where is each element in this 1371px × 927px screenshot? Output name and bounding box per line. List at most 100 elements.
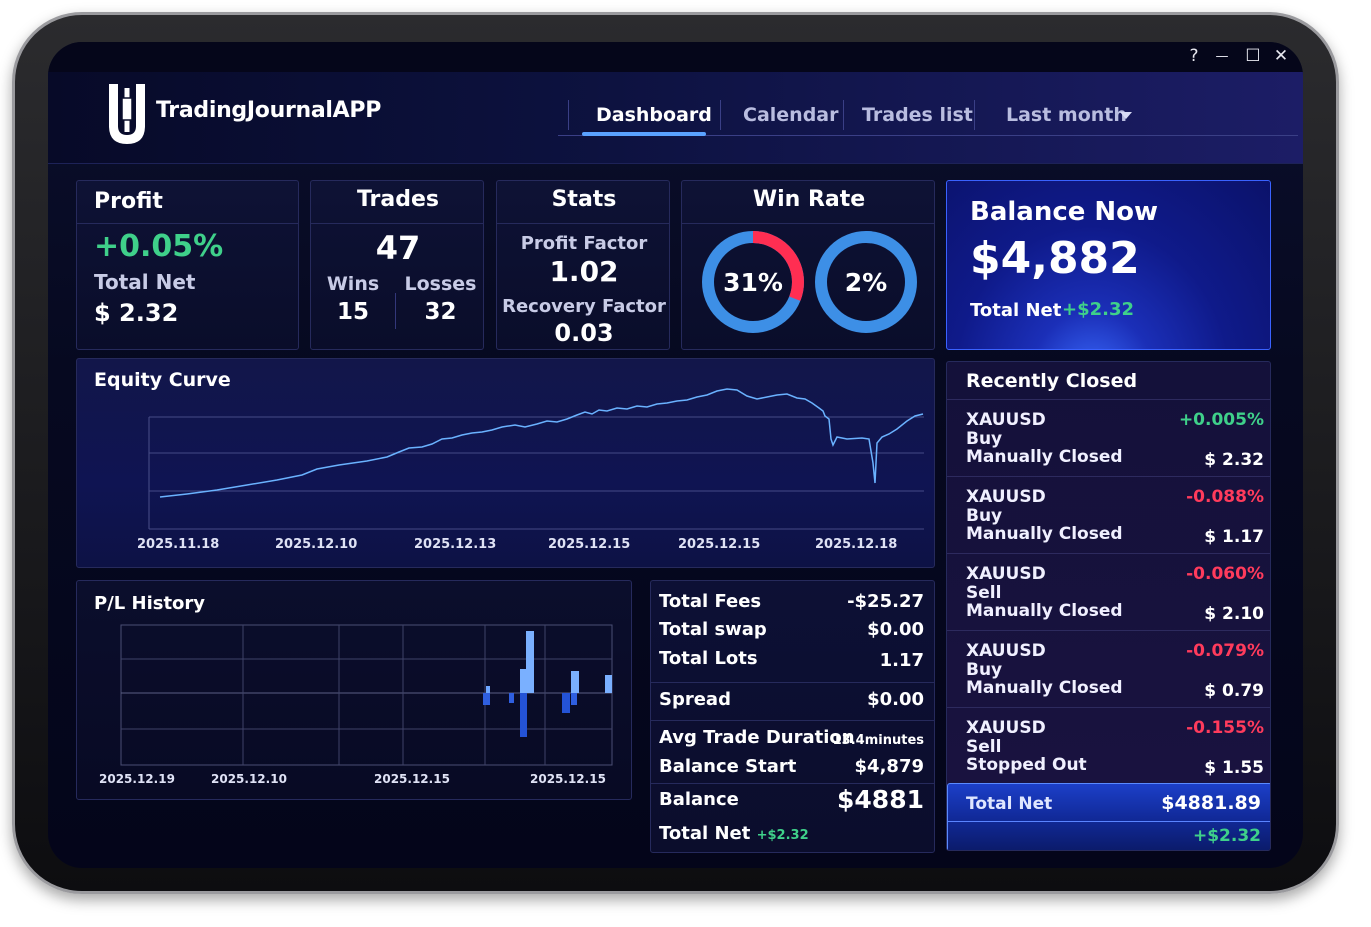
equity-x-label: 2025.12.15 [678,537,761,552]
list-item[interactable]: XAUUSD Buy Manually Closed -0.079% $ 0.7… [947,630,1270,707]
summary-divider [651,720,934,721]
losses-label: Losses [404,273,477,295]
equity-x-label: 2025.11.18 [137,537,220,552]
trade-symbol: XAUUSD [966,410,1046,430]
nav-separator [974,100,975,130]
pl-bar [571,671,579,693]
secondary-rate-donut-label: 2% [845,268,887,297]
total-swap-label: Total swap [659,619,767,640]
main-nav: Dashboard Calendar Trades list Last mont… [558,92,1298,136]
balance-start-value: $4,879 [854,756,924,777]
app-window: ? — ☐ ✕ TradingJournalAPP Dashboard Cale… [48,42,1303,868]
balance-now-value: $4,882 [970,233,1140,284]
win-rate-card: Win Rate 31% 2% [681,180,935,350]
trade-amount: $ 1.17 [1204,527,1264,547]
win-rate-donuts: 31% 2% [702,231,917,333]
trade-percent: +0.005% [1178,410,1264,430]
total-swap-value: $0.00 [867,619,924,640]
total-net-label: Total Net [94,270,196,294]
summary-divider [651,783,934,784]
equity-curve-title: Equity Curve [94,369,231,391]
card-divider [77,223,298,224]
maximize-icon[interactable]: ☐ [1245,46,1261,66]
avg-duration-label: Avg Trade Duration [659,727,855,748]
active-tab-indicator [582,132,706,136]
pl-plot-frame [120,624,613,766]
wins-label: Wins [326,273,380,295]
total-net-bar-value: $4881.89 [1161,792,1261,814]
stats-card: Stats Profit Factor 1.02 Recovery Factor… [496,180,670,350]
nav-separator [843,100,844,130]
win-rate-donut: 31% [702,231,804,333]
profit-title: Profit [94,189,163,214]
recovery-factor-value: 0.03 [554,319,614,347]
trade-amount: $ 0.79 [1204,681,1264,701]
recovery-factor-label: Recovery Factor [502,296,666,317]
logo-icon [109,84,145,144]
trade-side: Sell [966,737,1002,757]
list-item[interactable]: XAUUSD Sell Stopped Out -0.155% $ 1.55 [947,707,1270,784]
trade-side: Buy [966,429,1003,449]
total-net-value: $ 2.32 [94,299,179,327]
balance-value: $4881 [837,785,924,814]
avg-duration-number: 13.4 [832,733,865,748]
summary-total-net-text: Total Net [659,823,751,844]
pl-bar [526,631,534,693]
list-item[interactable]: XAUUSD Buy Manually Closed -0.088% $ 1.1… [947,476,1270,553]
card-divider [682,223,934,224]
tab-trades-list[interactable]: Trades list [862,104,973,126]
equity-x-label: 2025.12.10 [275,537,358,552]
total-lots-label: Total Lots [659,648,758,669]
win-rate-donut-label: 31% [723,268,783,297]
card-divider [497,223,669,224]
total-net-bar: Total Net $4881.89 +$2.32 [947,783,1270,850]
list-item[interactable]: XAUUSD Sell Manually Closed -0.060% $ 2.… [947,553,1270,630]
trade-symbol: XAUUSD [966,564,1046,584]
pl-x-label: 2025.12.15 [374,772,450,786]
trade-percent: -0.079% [1186,641,1264,661]
help-icon[interactable]: ? [1189,46,1199,66]
profit-factor-label: Profit Factor [520,233,648,254]
tab-dashboard[interactable]: Dashboard [596,104,712,126]
pl-history-card: P/L History 2025.12.19 2025.12.10 2025.1… [76,580,632,800]
balance-label: Balance [659,789,739,810]
trade-symbol: XAUUSD [966,718,1046,738]
trade-side: Buy [966,660,1003,680]
spread-label: Spread [659,689,731,710]
summary-card: Total Fees -$25.27 Total swap $0.00 Tota… [650,580,935,853]
trade-symbol: XAUUSD [966,487,1046,507]
profit-factor-value: 1.02 [549,255,619,288]
equity-chart-overlay [159,388,924,498]
recently-closed-title: Recently Closed [966,370,1138,392]
trade-percent: -0.088% [1186,487,1264,507]
spread-value: $0.00 [867,689,924,710]
balance-now-title: Balance Now [970,197,1159,227]
trades-title: Trades [356,187,440,212]
equity-chart [148,416,924,530]
stats-title: Stats [551,187,617,212]
pl-x-label: 2025.12.10 [211,772,287,786]
trades-total: 47 [375,229,421,267]
list-item[interactable]: XAUUSD Buy Manually Closed +0.005% $ 2.3… [947,399,1270,476]
pl-x-label: 2025.12.15 [530,772,606,786]
recently-closed-card: Recently Closed XAUUSD Buy Manually Clos… [946,361,1271,851]
pl-bar [562,693,570,713]
trade-percent: -0.060% [1186,564,1264,584]
period-dropdown[interactable]: Last month [1006,104,1127,126]
trade-status: Manually Closed [966,678,1123,698]
app-header: TradingJournalAPP Dashboard Calendar Tra… [48,72,1303,164]
chevron-down-icon[interactable] [1120,112,1132,119]
total-net-bar-change: +$2.32 [1192,826,1261,846]
avg-duration-value: 13.4minutes [833,733,924,748]
tab-calendar[interactable]: Calendar [743,104,839,126]
trade-amount: $ 2.10 [1204,604,1264,624]
pl-bar [605,675,612,693]
pl-bar [571,693,577,705]
total-net-bar-label: Total Net [966,794,1053,814]
minimize-icon[interactable]: — [1215,49,1229,64]
pl-bar [509,693,514,703]
trade-side: Sell [966,583,1002,603]
summary-total-net-label: Total Net +$2.32 [659,823,809,844]
trade-symbol: XAUUSD [966,641,1046,661]
close-icon[interactable]: ✕ [1273,46,1289,66]
